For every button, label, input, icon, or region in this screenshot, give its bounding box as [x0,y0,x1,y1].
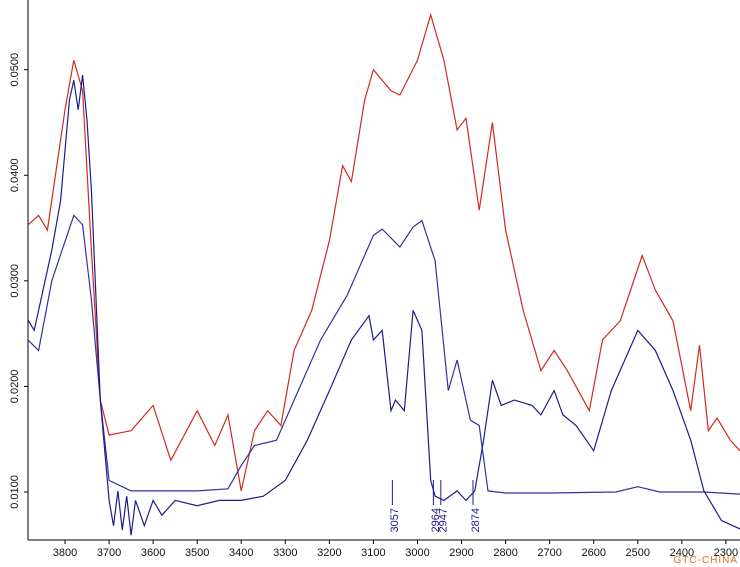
x-tick-label: 2800 [493,547,517,559]
x-tick-label: 2400 [670,547,694,559]
x-tick-label: 2500 [626,547,650,559]
y-tick-label: 0.0400 [9,158,21,192]
watermark: GTC-CHINA [673,555,738,566]
peak-label: 2874 [470,508,482,532]
x-tick-label: 3400 [229,547,253,559]
x-tick-label: 2700 [537,547,561,559]
x-tick-label: 3600 [141,547,165,559]
x-tick-label: 2300 [714,547,738,559]
y-tick-label: 0.0300 [9,264,21,298]
spectrum-line [27,12,740,492]
y-tick-label: 0.0200 [9,370,21,404]
x-tick-label: 3500 [185,547,209,559]
peak-label: 2947 [438,508,450,532]
y-tick-label: 0.0500 [9,53,21,87]
peak-label: 2964 [430,508,442,532]
x-tick-label: 3300 [273,547,297,559]
x-tick-label: 3100 [361,547,385,559]
x-tick-label: 2900 [449,547,473,559]
peak-label: 3057 [389,508,401,532]
x-tick-label: 2600 [581,547,605,559]
spectrum-line [27,214,740,495]
x-tick-label: 3800 [53,547,77,559]
y-tick-label: 0.0100 [9,475,21,509]
x-tick-label: 3000 [405,547,429,559]
spectrum-line [27,74,740,536]
x-tick-label: 3200 [317,547,341,559]
x-tick-label: 3700 [97,547,121,559]
